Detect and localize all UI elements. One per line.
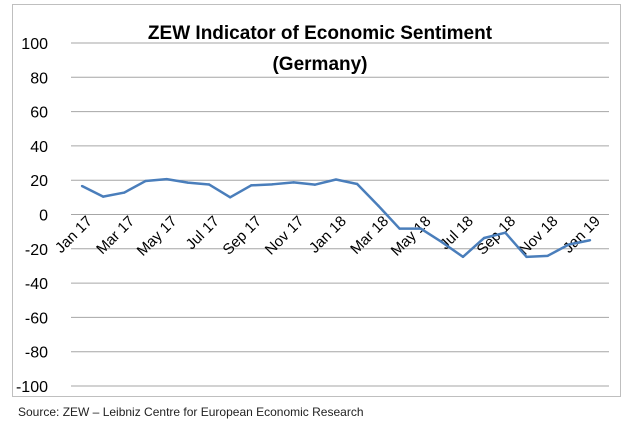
y-tick-label: 40: [30, 139, 48, 156]
data-point: [398, 227, 401, 230]
data-point: [588, 239, 592, 242]
y-tick-label: -40: [25, 276, 48, 293]
data-point: [567, 243, 571, 246]
data-point: [377, 204, 380, 207]
data-point: [461, 255, 465, 259]
data-point: [101, 195, 105, 198]
y-tick-label: 100: [21, 36, 48, 53]
data-point: [419, 227, 422, 230]
chart-frame: [12, 4, 621, 397]
y-tick-label: -100: [16, 379, 48, 396]
data-point: [228, 196, 232, 199]
data-point: [504, 231, 507, 234]
x-tick-label: May 17: [134, 213, 181, 260]
y-tick-label: 0: [39, 208, 48, 225]
x-tick-label: Jul 17: [183, 213, 223, 253]
data-point: [186, 181, 190, 184]
chart-title: ZEW Indicator of Economic Sentiment: [148, 23, 493, 44]
x-tick-label: Nov 17: [262, 213, 308, 259]
x-tick-label: Jan 18: [306, 213, 350, 257]
y-tick-label: 80: [30, 70, 48, 87]
x-tick-label: Mar 17: [93, 213, 138, 258]
x-tick-label: Jul 18: [437, 213, 477, 253]
data-point: [207, 183, 211, 186]
data-point: [525, 255, 528, 259]
data-point: [250, 184, 253, 187]
data-point: [144, 179, 147, 183]
x-tick-label: May 18: [388, 213, 435, 260]
data-point: [80, 184, 84, 188]
x-tick-label: Jan 19: [560, 213, 604, 257]
data-point: [482, 236, 486, 240]
data-point: [313, 183, 317, 186]
x-tick-label: Jan 17: [52, 213, 96, 257]
data-point: [334, 178, 338, 181]
y-tick-label: 20: [30, 173, 48, 190]
y-tick-label: -20: [25, 242, 48, 259]
x-tick-label: Mar 18: [347, 213, 392, 258]
chart-subtitle: (Germany): [272, 54, 367, 75]
data-point: [546, 254, 549, 258]
data-point: [292, 181, 295, 184]
y-tick-label: -60: [25, 310, 48, 327]
y-tick-label: 60: [30, 105, 48, 122]
data-point: [355, 182, 359, 186]
x-tick-label: Sep 17: [220, 213, 266, 259]
source-note: Source: ZEW – Leibniz Centre for Europea…: [18, 405, 364, 419]
data-point: [123, 191, 126, 194]
y-tick-label: -80: [25, 345, 48, 362]
data-point: [271, 183, 274, 186]
data-point: [440, 240, 444, 244]
data-point: [165, 177, 168, 181]
